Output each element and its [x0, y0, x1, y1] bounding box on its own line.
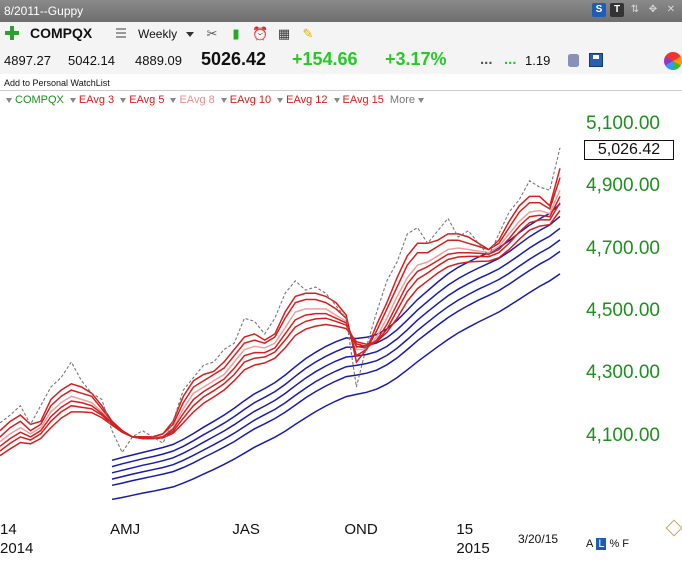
y-tick-label: 4,300.00 — [586, 362, 660, 384]
legend-label: EAvg 15 — [342, 94, 384, 106]
pin-icon[interactable]: ⇅ — [630, 4, 640, 15]
series-line-eavg-15 — [0, 210, 561, 457]
x-tick-label: AMJ — [110, 521, 141, 538]
database-icon[interactable] — [568, 54, 579, 67]
chevron-down-icon — [69, 97, 76, 103]
pencil-icon[interactable] — [665, 519, 682, 537]
volume-ratio: 1.19 — [525, 53, 551, 68]
y-tick-label: 4,100.00 — [586, 424, 660, 446]
legend-label: COMPQX — [15, 94, 64, 106]
scale-auto-button[interactable]: A — [586, 538, 594, 550]
chevron-down-icon — [220, 97, 227, 103]
legend-label: EAvg 5 — [129, 94, 165, 106]
x-tick-label: 2014 — [0, 540, 34, 557]
series-line-eavg-30 — [111, 203, 561, 462]
series-line-eavg-60 — [111, 273, 561, 501]
legend-label: EAvg 3 — [78, 94, 115, 106]
note-icon[interactable]: ✎ — [302, 26, 314, 41]
legend-item[interactable]: EAvg 15 — [333, 94, 384, 106]
high-value: 5042.14 — [68, 53, 115, 68]
candlestick-icon[interactable]: ▮ — [232, 26, 240, 41]
ruler-icon[interactable]: ✂ — [206, 26, 218, 41]
chevron-down-icon — [277, 97, 284, 103]
scale-percent-button[interactable]: % — [609, 538, 620, 550]
series-line-eavg-35 — [111, 215, 561, 468]
legend-item[interactable]: EAvg 3 — [69, 94, 115, 106]
legend-item[interactable]: EAvg 12 — [277, 94, 328, 106]
quote-row: 4897.27 5042.14 4889.09 5026.42 +154.66 … — [0, 46, 682, 74]
series-line-eavg-40 — [111, 227, 561, 474]
symbol-toolbar: COMPQX Weekly ✂ ▮ ⏰ ▦ ✎ — [0, 22, 682, 46]
x-tick-label: 15 — [456, 521, 474, 538]
scale-fixed-button[interactable]: F — [622, 538, 629, 550]
x-tick-label: JAS — [232, 521, 260, 538]
x-tick-label: 2015 — [456, 540, 490, 557]
legend-item[interactable]: COMPQX — [6, 94, 64, 106]
series-line-eavg-50 — [111, 250, 561, 487]
chevron-down-icon — [120, 97, 127, 103]
calculator-icon[interactable]: ▦ — [277, 26, 291, 41]
price-chart[interactable] — [0, 109, 580, 515]
low-value: 4889.09 — [135, 53, 182, 68]
change-value: +154.66 — [292, 49, 358, 69]
y-tick-label: 4,500.00 — [586, 300, 660, 321]
scale-log-button[interactable]: L — [596, 538, 607, 550]
legend-label: EAvg 8 — [179, 94, 215, 106]
legend-item[interactable]: EAvg 10 — [220, 94, 272, 106]
y-tick-label: 4,700.00 — [586, 237, 660, 259]
t-icon[interactable]: T — [610, 3, 624, 17]
legend-item[interactable]: More — [390, 94, 424, 106]
chevron-down-icon — [170, 97, 177, 103]
alarm-clock-icon[interactable]: ⏰ — [252, 26, 269, 41]
y-tick-label: 5,100.00 — [586, 112, 660, 134]
save-icon[interactable] — [589, 53, 603, 67]
symbol-input[interactable]: COMPQX — [30, 25, 93, 41]
chevron-down-icon — [333, 97, 340, 103]
title-bar-icons: S T ⇅ ✥ ✕ — [592, 3, 678, 17]
chevron-down-icon — [6, 97, 12, 103]
legend-item[interactable]: EAvg 8 — [170, 94, 215, 106]
chevron-down-icon — [417, 97, 424, 103]
more-dots: ... — [480, 51, 493, 68]
legend-item[interactable]: EAvg 5 — [120, 94, 164, 106]
more-dots-green: ... — [504, 51, 517, 68]
grip-icon — [116, 28, 126, 40]
series-line-eavg-8 — [0, 189, 561, 443]
tool-icons: ✂ ▮ ⏰ ▦ ✎ — [204, 26, 316, 42]
legend-label: More — [389, 94, 415, 106]
last-price: 5026.42 — [201, 49, 267, 69]
indicator-legend: COMPQX EAvg 3 EAvg 5 EAvg 8 EAvg 10 EAvg 12 EA… — [0, 91, 682, 109]
series-line-compqx — [0, 147, 561, 454]
open-value: 4897.27 — [4, 53, 51, 68]
series-line-eavg-3 — [0, 168, 561, 438]
series-line-eavg-5 — [0, 177, 561, 438]
chevron-down-icon[interactable] — [186, 32, 194, 37]
x-tick-label: OND — [344, 521, 378, 538]
date-label: 3/20/15 — [518, 532, 559, 546]
window-title: 8/2011--Guppy — [4, 4, 84, 18]
legend-label: EAvg 12 — [286, 94, 328, 106]
legend-label: EAvg 10 — [229, 94, 272, 106]
add-icon[interactable] — [4, 25, 20, 41]
add-watchlist-link[interactable]: Add to Personal WatchList — [4, 78, 110, 88]
color-wheel-icon[interactable] — [664, 52, 682, 70]
period-select[interactable]: Weekly — [138, 27, 178, 41]
series-line-eavg-10 — [0, 196, 561, 447]
title-bar: 8/2011--Guppy S T ⇅ ✥ ✕ — [0, 0, 682, 22]
change-percent: +3.17% — [385, 49, 447, 69]
close-icon[interactable]: ✕ — [666, 4, 676, 15]
series-line-eavg-12 — [0, 202, 561, 452]
last-price-box: 5,026.42 — [584, 140, 674, 160]
s-icon[interactable]: S — [592, 3, 606, 17]
scale-options: A L % F — [586, 538, 629, 550]
move-icon[interactable]: ✥ — [648, 4, 658, 15]
divider — [0, 90, 682, 91]
y-tick-label: 4,900.00 — [586, 175, 660, 197]
series-line-eavg-45 — [111, 239, 561, 480]
x-tick-label: 14 — [0, 521, 17, 538]
